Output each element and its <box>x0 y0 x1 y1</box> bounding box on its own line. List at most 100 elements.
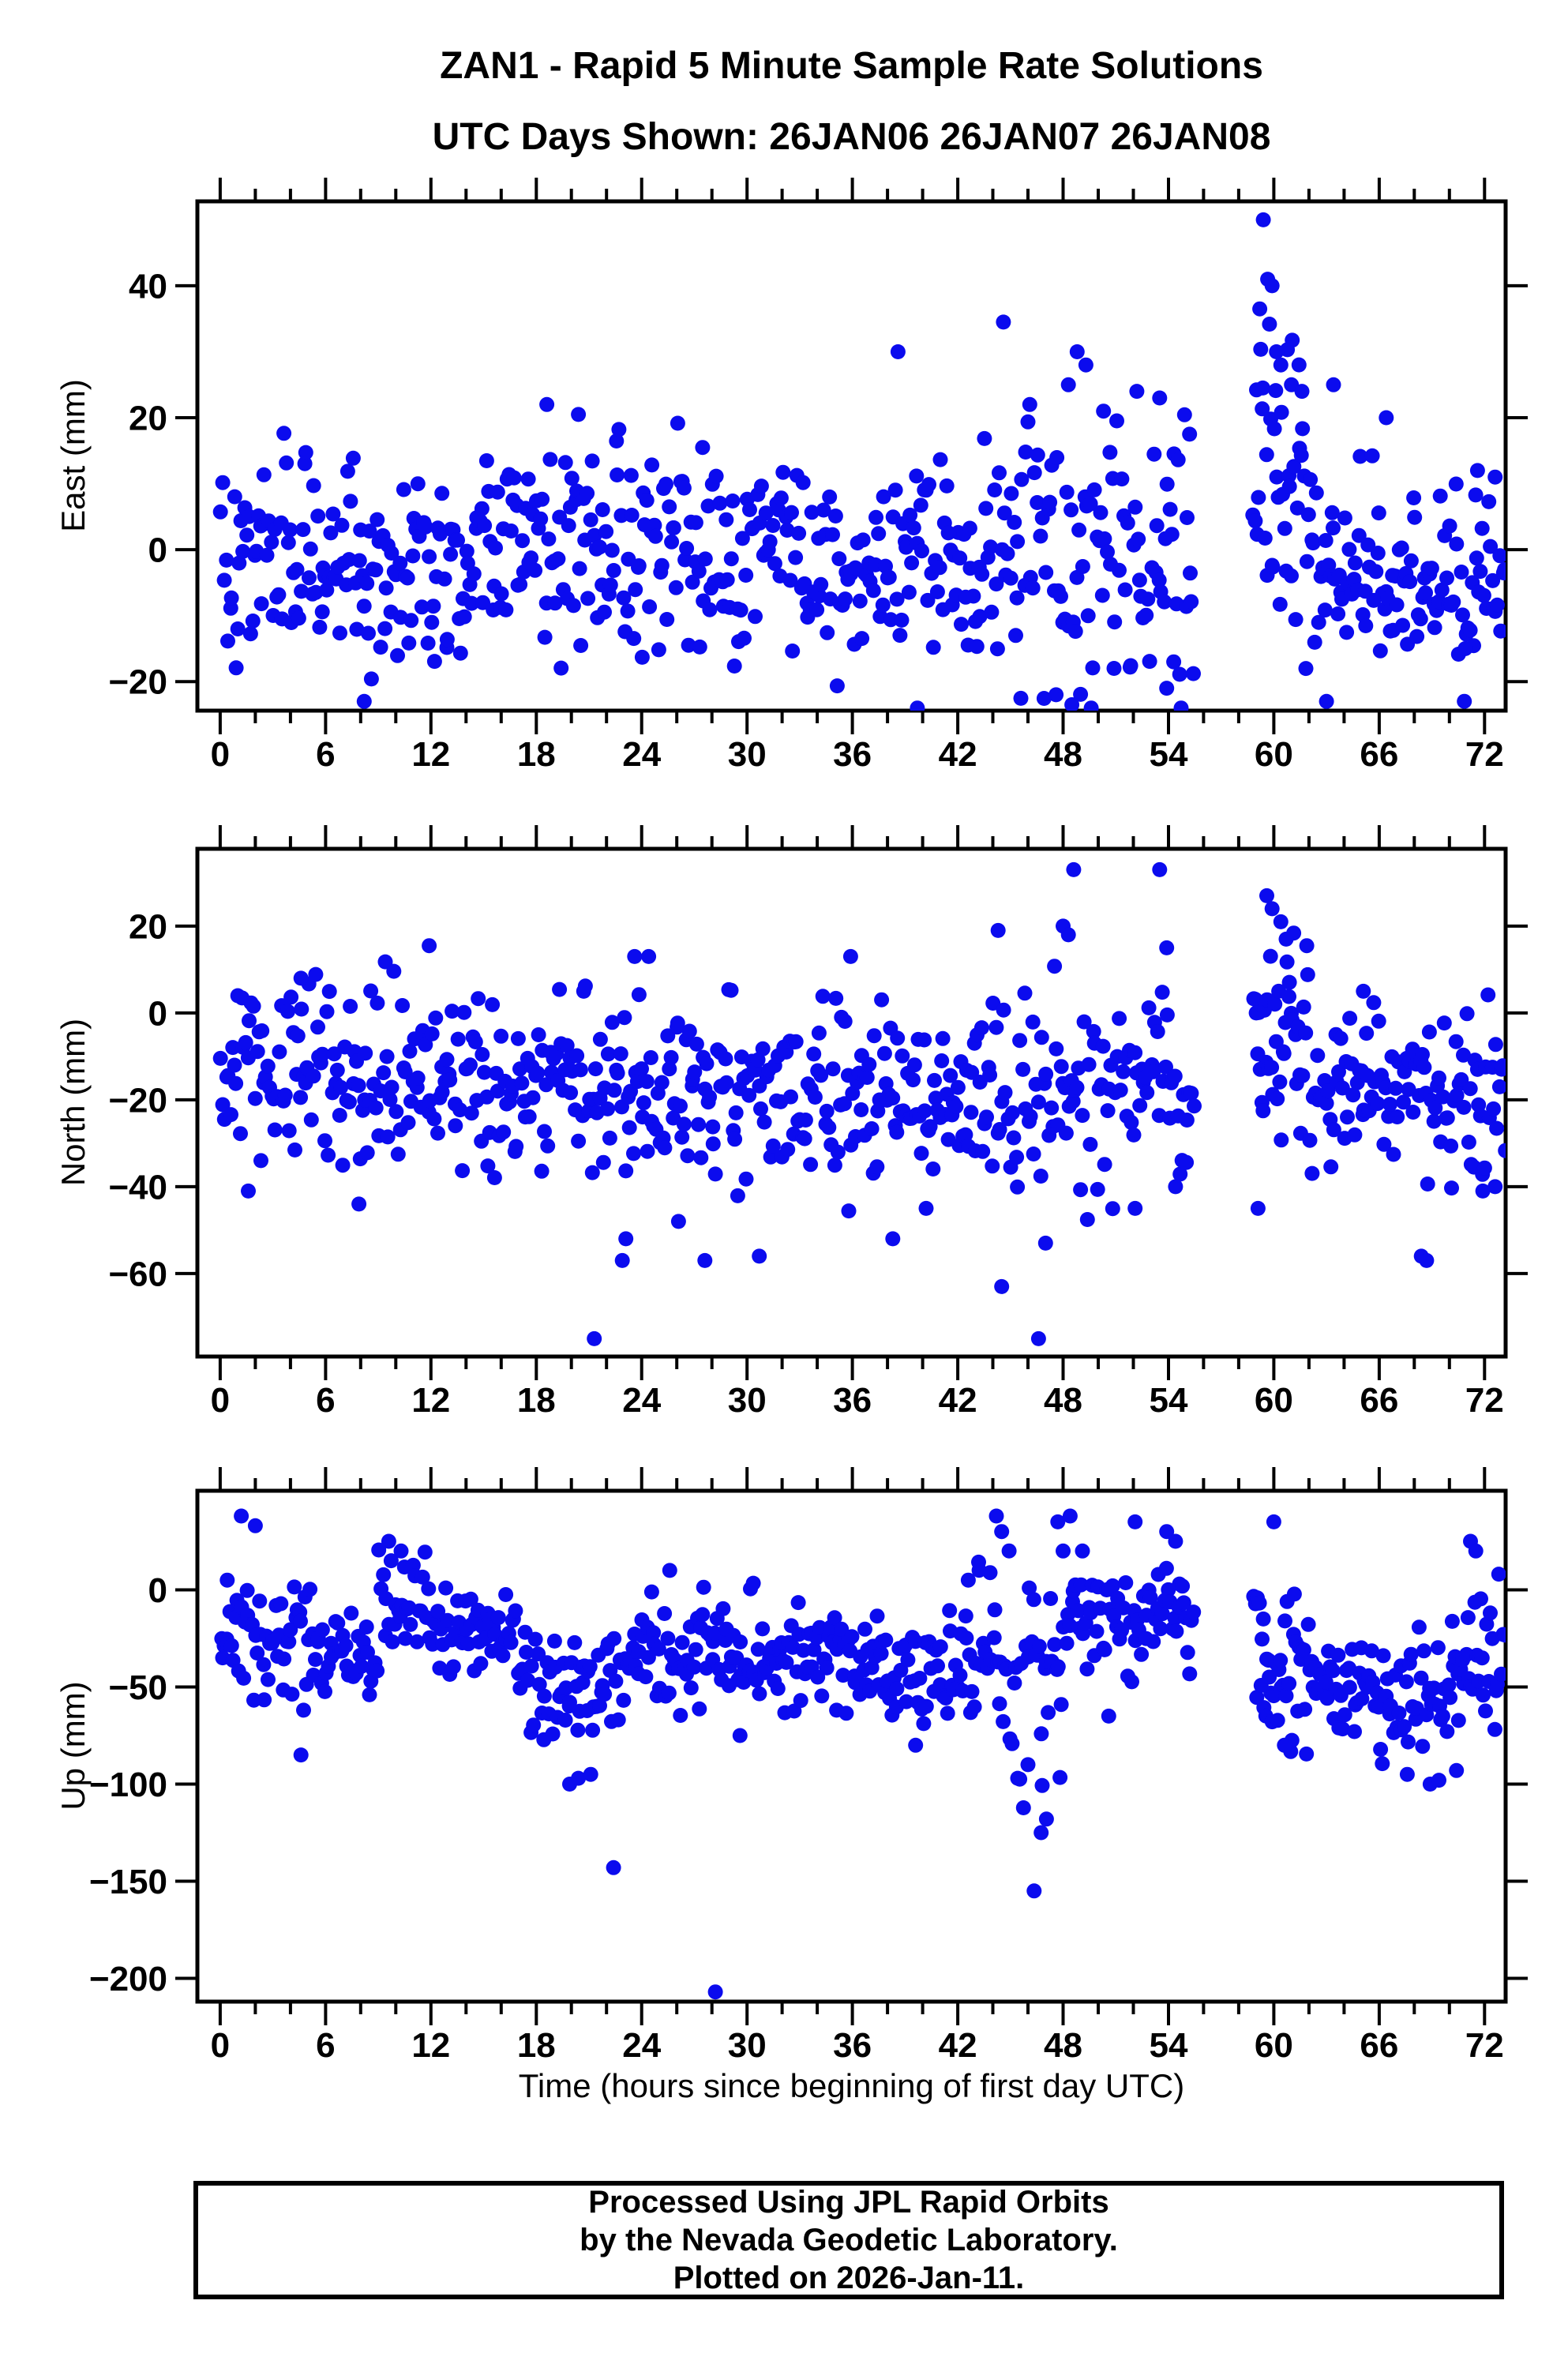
scatter-point <box>1273 914 1289 929</box>
scatter-point <box>577 978 593 994</box>
scatter-point <box>885 1090 901 1106</box>
scatter-point <box>1026 1592 1041 1608</box>
scatter-point <box>256 1657 272 1672</box>
scatter-point <box>906 1072 921 1088</box>
scatter-point <box>283 989 299 1005</box>
scatter-point <box>674 1634 690 1650</box>
scatter-point <box>1170 452 1186 467</box>
scatter-point <box>1487 469 1503 485</box>
scatter-point <box>1323 1159 1339 1175</box>
scatter-point <box>1025 1014 1041 1030</box>
scatter-point <box>1483 539 1499 554</box>
scatter-point <box>1317 602 1333 618</box>
scatter-point <box>1297 1702 1313 1717</box>
scatter-point <box>535 491 550 507</box>
scatter-point <box>359 576 375 591</box>
scatter-point <box>260 1058 276 1074</box>
scatter-point <box>909 468 925 484</box>
scatter-point <box>695 440 711 456</box>
scatter-point <box>1286 459 1302 475</box>
x-tick-label: 42 <box>939 735 977 774</box>
scatter-point <box>1058 1125 1074 1141</box>
scatter-point <box>1491 1079 1506 1094</box>
scatter-point <box>503 1634 519 1650</box>
scatter-point <box>755 1621 771 1637</box>
scatter-point <box>1106 661 1122 676</box>
scatter-point <box>546 1633 562 1649</box>
scatter-point <box>227 1057 242 1073</box>
scatter-point <box>294 1001 309 1017</box>
scatter-point <box>437 571 452 587</box>
scatter-point <box>642 599 658 614</box>
scatter-point <box>1444 1180 1459 1196</box>
scatter-point <box>1448 1034 1464 1049</box>
scatter-point <box>1168 1179 1184 1195</box>
scatter-point <box>402 1043 418 1059</box>
scatter-point <box>1289 500 1305 516</box>
scatter-point <box>640 1649 656 1665</box>
scatter-point <box>539 396 555 412</box>
scatter-point <box>379 1049 395 1064</box>
scatter-point <box>916 1716 932 1732</box>
scatter-point <box>692 639 707 655</box>
scatter-point <box>512 1061 527 1077</box>
scatter-point <box>284 1687 300 1702</box>
scatter-point <box>1431 1773 1446 1788</box>
scatter-point <box>1269 344 1285 359</box>
scatter-point <box>1086 482 1102 497</box>
scatter-point <box>842 948 858 964</box>
scatter-point <box>1460 1610 1476 1626</box>
scatter-point <box>952 550 968 566</box>
scatter-point <box>738 1171 754 1187</box>
scatter-point <box>390 647 405 663</box>
y-tick-label: −40 <box>108 1168 167 1207</box>
scatter-point <box>1449 1087 1465 1103</box>
scatter-point <box>473 1656 489 1672</box>
scatter-point <box>377 621 393 636</box>
x-tick-label: 60 <box>1255 2026 1293 2065</box>
scatter-point <box>865 583 881 599</box>
scatter-point <box>873 1646 889 1661</box>
scatter-point <box>996 1002 1011 1018</box>
scatter-point <box>1094 587 1110 603</box>
scatter-point <box>527 1631 543 1647</box>
x-tick-label: 0 <box>211 735 230 774</box>
scatter-point <box>825 1061 841 1077</box>
scatter-point <box>660 1631 676 1646</box>
scatter-point <box>618 1163 634 1179</box>
scatter-point <box>1326 377 1341 392</box>
y-tick-label: 20 <box>129 399 167 437</box>
scatter-point <box>876 1045 892 1061</box>
scatter-point <box>889 1681 905 1697</box>
scatter-point <box>890 1030 906 1046</box>
scatter-point <box>602 1130 617 1146</box>
scatter-point <box>779 523 795 538</box>
scatter-point <box>247 1090 263 1106</box>
scatter-point <box>415 1569 430 1585</box>
scatter-point <box>1033 1169 1048 1184</box>
x-tick-label: 18 <box>517 2026 556 2065</box>
scatter-point <box>1278 1688 1294 1704</box>
scatter-point <box>476 1064 492 1080</box>
scatter-point <box>400 570 415 586</box>
scatter-point <box>992 1122 1007 1137</box>
scatter-point <box>1071 522 1087 538</box>
scatter-point <box>670 1015 685 1031</box>
x-tick-label: 12 <box>411 1381 450 1420</box>
x-tick-label: 48 <box>1044 2026 1082 2065</box>
scatter-point <box>332 1108 347 1123</box>
scatter-point <box>1326 520 1341 536</box>
scatter-point <box>1010 1179 1026 1195</box>
scatter-point <box>540 1138 556 1154</box>
scatter-point <box>866 1028 882 1044</box>
scatter-point <box>1038 1811 1054 1827</box>
scatter-point <box>797 1131 812 1146</box>
scatter-point <box>1371 505 1386 521</box>
scatter-point <box>368 1100 384 1116</box>
scatter-point <box>643 1584 659 1600</box>
y-tick-label: −100 <box>89 1766 167 1804</box>
scatter-point <box>1358 618 1374 633</box>
scatter-point <box>989 641 1005 657</box>
scatter-point <box>1154 985 1170 1000</box>
scatter-point <box>583 1766 598 1782</box>
